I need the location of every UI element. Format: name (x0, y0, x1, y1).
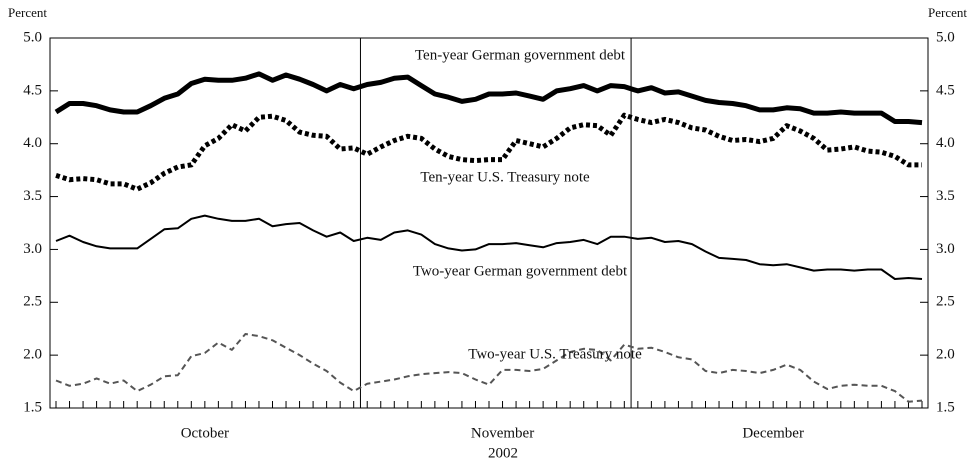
y2-tick-label: 3.0 (936, 241, 955, 257)
series-label: Ten-year U.S. Treasury note (420, 169, 590, 185)
y-tick-label: 3.5 (23, 188, 42, 204)
x-tick-label: December (742, 425, 804, 441)
x-tick-label: October (181, 425, 229, 441)
x-tick-label: November (471, 425, 534, 441)
series-label: Two-year U.S. Treasury note (468, 346, 642, 362)
y-tick-label: 1.5 (23, 399, 42, 415)
y2-tick-label: 3.5 (936, 188, 955, 204)
series-line (54, 71, 923, 126)
series-line (55, 112, 922, 192)
y2-tick-label: 2.5 (936, 294, 955, 310)
y-tick-label: 2.0 (23, 347, 42, 363)
y2-tick-label: 1.5 (936, 399, 955, 415)
x-axis-title: 2002 (488, 445, 518, 461)
y2-tick-label: 5.0 (936, 29, 955, 45)
y-tick-label: 2.5 (23, 294, 42, 310)
y2-tick-label: 2.0 (936, 347, 955, 363)
series-label: Two-year German government debt (413, 263, 628, 279)
y-tick-label: 5.0 (23, 29, 42, 45)
series-line (55, 214, 923, 280)
y-axis-title: Percent (8, 5, 47, 20)
y2-tick-label: 4.5 (936, 82, 955, 98)
series-label: Ten-year German government debt (415, 47, 626, 63)
y-tick-label: 3.0 (23, 241, 42, 257)
y-tick-label: 4.0 (23, 135, 42, 151)
y2-axis-title: Percent (928, 5, 967, 20)
y2-tick-label: 4.0 (936, 135, 955, 151)
series-line (55, 333, 923, 403)
y-tick-label: 4.5 (23, 82, 42, 98)
